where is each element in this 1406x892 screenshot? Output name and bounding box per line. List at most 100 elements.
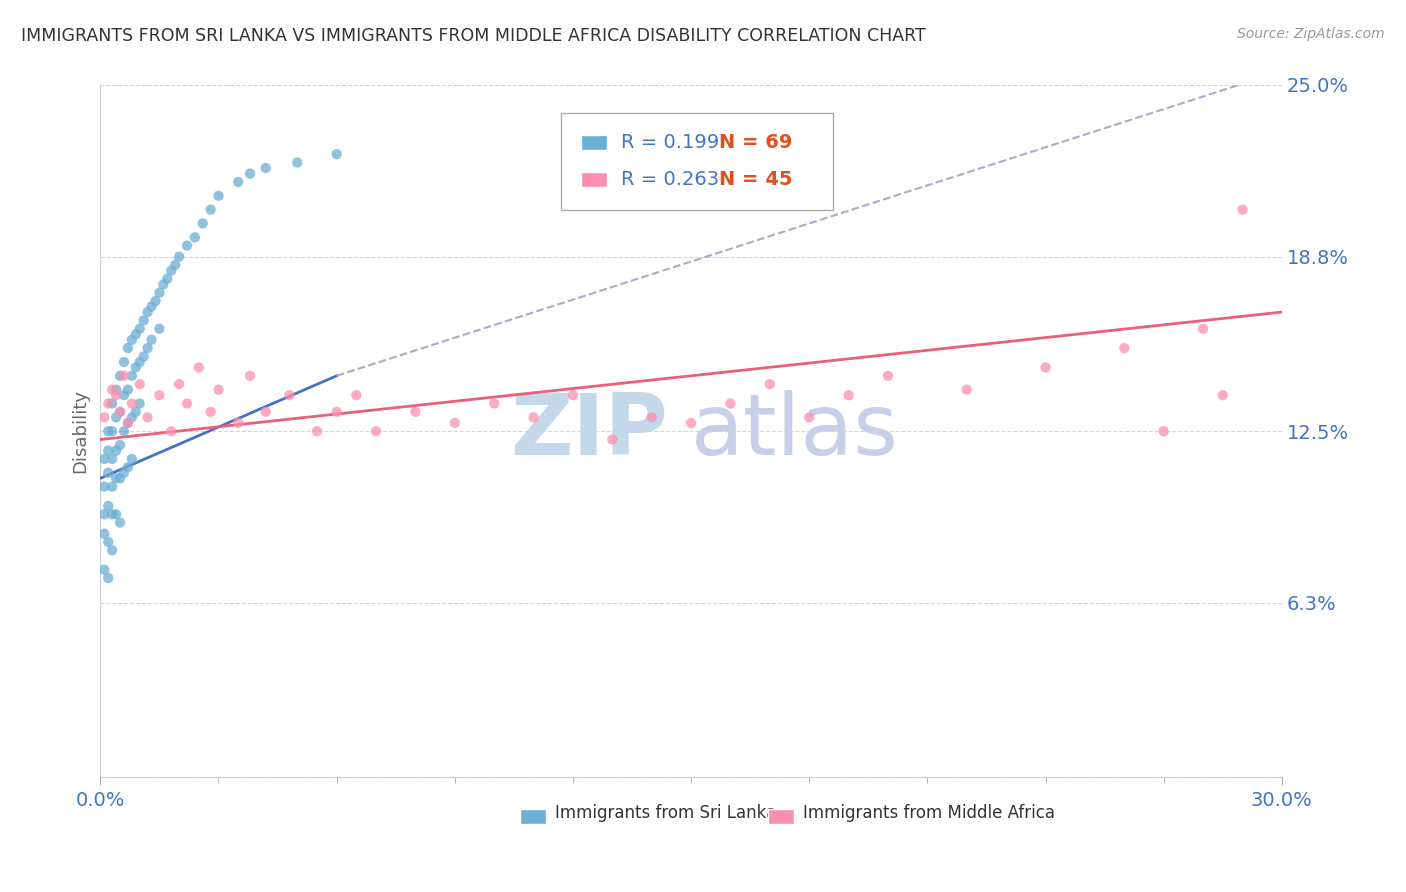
Point (105, 383, 128, 397)
Point (482, 396, 505, 410)
Point (681, 416, 703, 430)
Point (239, 167, 262, 181)
Point (132, 313, 155, 327)
Point (148, 285, 170, 300)
Point (93, 410, 115, 425)
Point (117, 416, 139, 430)
Point (136, 305, 159, 319)
Bar (581, 172, 607, 187)
Point (128, 396, 150, 410)
Point (108, 471, 131, 485)
Point (108, 405, 131, 419)
Bar (520, 809, 546, 824)
Point (1212, 388, 1234, 402)
Point (101, 480, 124, 494)
Text: Immigrants from Sri Lanka: Immigrants from Sri Lanka (555, 805, 776, 822)
Point (97, 466, 120, 480)
Point (101, 424, 124, 438)
Point (364, 424, 387, 438)
Point (152, 277, 174, 292)
Point (561, 388, 583, 402)
Point (176, 396, 198, 410)
Point (254, 405, 277, 419)
Point (101, 451, 124, 466)
Point (105, 443, 128, 458)
Text: atlas: atlas (692, 390, 898, 473)
Point (160, 424, 183, 438)
Point (207, 383, 229, 397)
Point (759, 377, 782, 392)
Point (125, 405, 148, 419)
Point (344, 388, 367, 402)
Point (108, 438, 131, 452)
Text: N = 45: N = 45 (720, 170, 793, 189)
Point (93, 480, 115, 494)
Point (641, 410, 664, 425)
Point (1232, 202, 1254, 217)
Point (877, 368, 900, 383)
Text: IMMIGRANTS FROM SRI LANKA VS IMMIGRANTS FROM MIDDLE AFRICA DISABILITY CORRELATIO: IMMIGRANTS FROM SRI LANKA VS IMMIGRANTS … (21, 27, 925, 45)
FancyBboxPatch shape (561, 112, 832, 210)
Point (226, 416, 249, 430)
Point (112, 424, 135, 438)
Point (1035, 360, 1057, 375)
Point (325, 147, 347, 161)
Point (156, 272, 179, 286)
Point (112, 466, 135, 480)
Point (278, 388, 301, 402)
Point (108, 516, 131, 530)
Point (305, 424, 328, 438)
Point (165, 258, 187, 272)
Point (93, 451, 115, 466)
Point (121, 333, 143, 347)
Point (254, 161, 277, 175)
Point (200, 405, 222, 419)
Text: N = 69: N = 69 (720, 133, 793, 152)
Point (93, 563, 115, 577)
Point (117, 383, 139, 397)
Point (187, 360, 209, 375)
Point (93, 526, 115, 541)
Point (956, 383, 979, 397)
Point (93, 508, 115, 522)
Point (97, 499, 120, 513)
Point (128, 355, 150, 369)
Point (101, 383, 124, 397)
Point (1114, 341, 1136, 355)
Point (404, 405, 426, 419)
Point (101, 396, 124, 410)
Point (108, 405, 131, 419)
Point (117, 460, 139, 475)
Point (184, 230, 207, 244)
Point (125, 360, 148, 375)
Text: Source: ZipAtlas.com: Source: ZipAtlas.com (1237, 27, 1385, 41)
Point (145, 293, 167, 308)
Point (1192, 322, 1215, 336)
Text: R = 0.199: R = 0.199 (621, 133, 720, 152)
Point (838, 388, 860, 402)
Point (1153, 424, 1175, 438)
Point (167, 377, 190, 392)
Point (128, 377, 150, 392)
Point (112, 355, 135, 369)
Point (522, 410, 544, 425)
Point (101, 543, 124, 558)
Point (105, 410, 128, 425)
Point (200, 202, 222, 217)
Point (141, 333, 163, 347)
Point (97, 443, 120, 458)
Point (125, 327, 148, 342)
Point (602, 433, 624, 447)
Point (160, 263, 183, 277)
Point (101, 508, 124, 522)
Point (207, 188, 229, 202)
Text: Immigrants from Middle Africa: Immigrants from Middle Africa (803, 805, 1056, 822)
Point (167, 250, 190, 264)
Point (97, 571, 120, 585)
Bar (768, 809, 794, 824)
Point (105, 508, 128, 522)
Point (720, 396, 742, 410)
Point (132, 350, 155, 364)
Point (121, 451, 143, 466)
Point (112, 388, 135, 402)
